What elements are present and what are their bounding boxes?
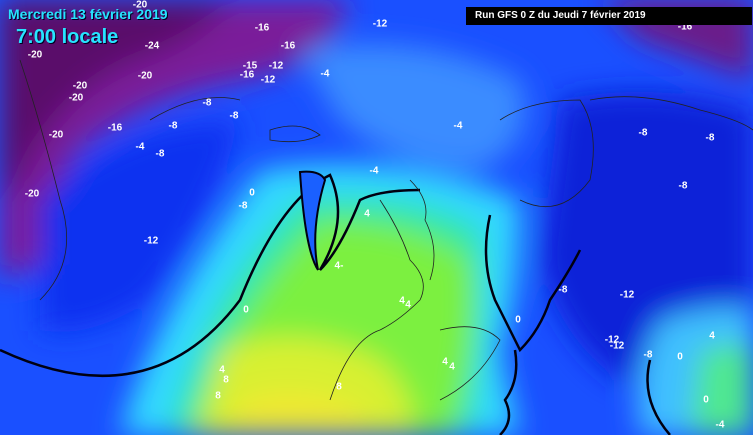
temperature-labels: -20-20-24-16-16-12-20-20-20-15 -12-16 -12-… xyxy=(25,0,725,431)
temperature-label: -16 xyxy=(678,22,693,33)
temperature-label: -8 xyxy=(203,98,212,109)
temperature-label: -16 xyxy=(240,70,255,81)
temperature-label: 8 xyxy=(336,382,342,393)
temperature-label: 4- xyxy=(335,261,344,272)
temperature-label: -8 xyxy=(706,133,715,144)
temperature-label: -12 xyxy=(261,75,276,86)
temperature-label: -8 xyxy=(639,128,648,139)
temperature-label: -20 xyxy=(133,0,148,11)
temperature-label: 0 xyxy=(515,315,521,326)
temperature-label: -12 xyxy=(373,19,388,30)
temperature-label: -4 xyxy=(370,166,379,177)
temperature-label: -20 xyxy=(49,130,64,141)
temperature-label: -12 xyxy=(620,290,635,301)
temperature-label: 0 xyxy=(703,395,709,406)
temperature-label: 4 xyxy=(364,209,370,220)
temperature-label: -4 xyxy=(454,121,463,132)
temperature-label: 4 xyxy=(219,365,225,376)
temperature-label: 4 xyxy=(442,357,448,368)
temperature-label: -15 xyxy=(243,61,258,72)
temperature-label: 0 xyxy=(677,352,683,363)
temperature-label: 4 xyxy=(405,300,411,311)
temperature-label: -8 xyxy=(169,121,178,132)
temperature-label: -4 xyxy=(716,420,725,431)
temperature-label: 8 xyxy=(215,391,221,402)
temperature-label: 4 xyxy=(399,296,405,307)
temperature-label: -8 xyxy=(644,350,653,361)
temperature-label: -20 xyxy=(69,93,84,104)
temperature-label: -8 xyxy=(559,285,568,296)
date: Mercredi 13 février 2019 xyxy=(8,6,168,22)
temperature-label: -8 xyxy=(156,149,165,160)
temperature-label: -16 xyxy=(281,41,296,52)
temperature-label: -8 xyxy=(230,111,239,122)
temperature-label: -24 xyxy=(145,41,160,52)
temperature-label: -20 xyxy=(28,50,43,61)
temperature-label: -12 xyxy=(144,236,159,247)
temperature-label: -20 xyxy=(73,81,88,92)
temperature-label: -12 xyxy=(605,335,620,346)
temperature-label: 8 xyxy=(223,375,229,386)
temperature-label: -8 xyxy=(239,201,248,212)
temperature-label: -4 xyxy=(136,142,145,153)
temperature-label: 4 xyxy=(709,331,715,342)
temperature-label: -20 xyxy=(25,189,40,200)
temperature-label: -20 xyxy=(138,71,153,82)
temperature-label: 0 xyxy=(249,188,255,199)
time: 7:00 locale xyxy=(16,26,119,48)
temperature-label: -16 xyxy=(108,123,123,134)
temperature-label: 0 xyxy=(243,305,249,316)
temperature-label: -16 xyxy=(255,23,270,34)
temperature-label: -8 xyxy=(679,181,688,192)
temperature-label: -12 xyxy=(269,61,284,72)
temperature-label: -4 xyxy=(321,69,330,80)
temperature-label: -12 xyxy=(610,341,625,352)
run-banner: Run GFS 0 Z du Jeudi 7 février 2019 xyxy=(466,7,752,25)
temperature-label: 4 xyxy=(449,362,455,373)
